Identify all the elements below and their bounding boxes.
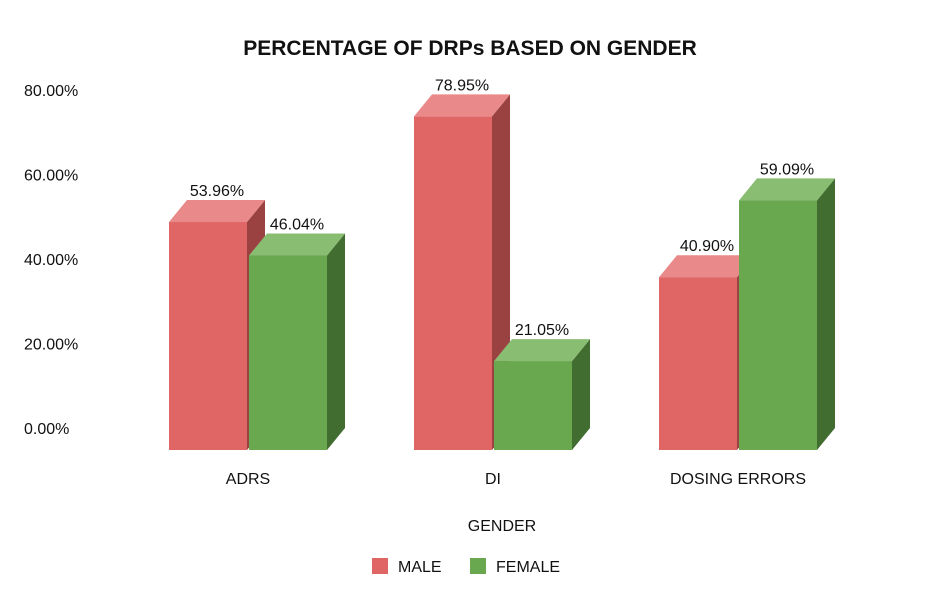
bar-top <box>249 233 345 256</box>
chart-title: PERCENTAGE OF DRPs BASED ON GENDER <box>243 37 697 60</box>
bar-front <box>659 277 737 450</box>
y-tick-label: 40.00% <box>24 252 78 269</box>
bar-front <box>494 361 572 450</box>
bar-female-2: 59.09% <box>739 160 835 450</box>
data-label: 40.90% <box>680 238 734 255</box>
bar-female-1: 21.05% <box>494 321 590 450</box>
data-label: 59.09% <box>760 161 814 178</box>
bar-top <box>169 200 265 223</box>
bar-top <box>739 178 835 201</box>
category-label: DOSING ERRORS <box>670 471 806 488</box>
data-label: 53.96% <box>190 183 244 200</box>
legend-item-female[interactable]: FEMALE <box>470 558 560 576</box>
legend-swatch <box>372 558 388 574</box>
bar-side <box>817 178 835 450</box>
y-tick-label: 20.00% <box>24 337 78 354</box>
bar-front <box>414 116 492 450</box>
y-tick-label: 60.00% <box>24 168 78 185</box>
bar-side <box>572 339 590 450</box>
bar-female-0: 46.04% <box>249 215 345 450</box>
bar-front <box>249 255 327 450</box>
legend-label: MALE <box>398 559 442 576</box>
y-tick-label: 80.00% <box>24 83 78 100</box>
bar-top <box>494 339 590 362</box>
x-axis-label: GENDER <box>468 518 536 535</box>
legend-swatch <box>470 558 486 574</box>
legend-item-male[interactable]: MALE <box>372 558 442 576</box>
data-label: 78.95% <box>435 77 489 94</box>
bar-top <box>659 255 755 278</box>
data-label: 46.04% <box>270 216 324 233</box>
y-tick-label: 0.00% <box>24 421 69 438</box>
category-label: DI <box>485 471 501 488</box>
category-label: ADRS <box>226 471 270 488</box>
bar-front <box>739 200 817 450</box>
bar-top <box>414 94 510 117</box>
legend-label: FEMALE <box>496 559 560 576</box>
bar-side <box>327 233 345 450</box>
bar-front <box>169 222 247 450</box>
data-label: 21.05% <box>515 322 569 339</box>
